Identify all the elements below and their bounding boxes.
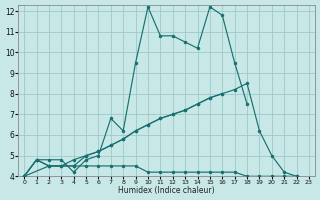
X-axis label: Humidex (Indice chaleur): Humidex (Indice chaleur) <box>118 186 215 195</box>
